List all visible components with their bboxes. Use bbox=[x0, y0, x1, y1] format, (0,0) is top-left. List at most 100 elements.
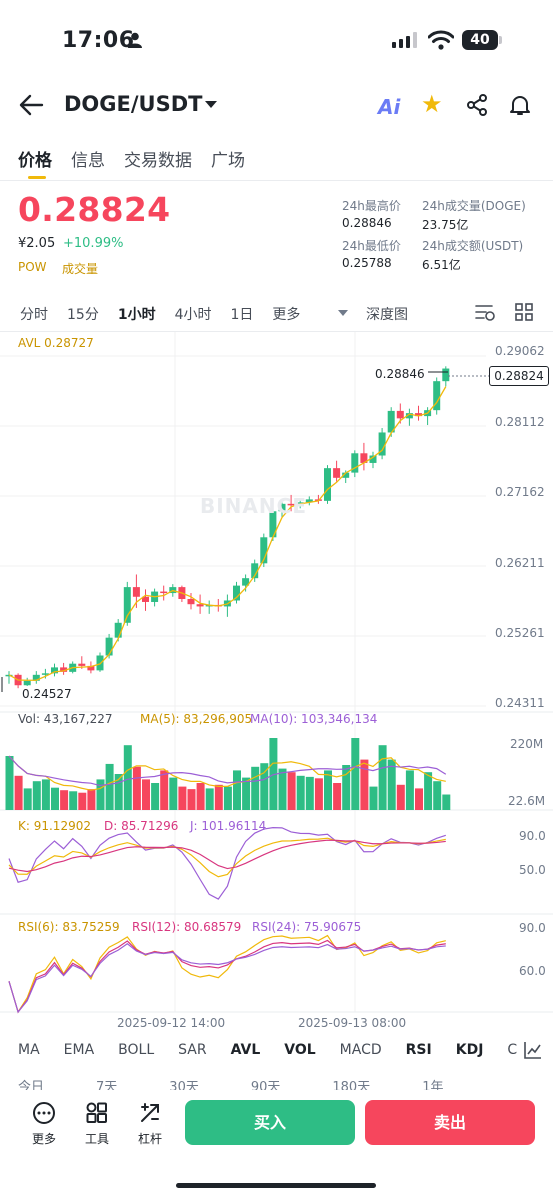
sell-button[interactable]: 卖出 bbox=[365, 1100, 535, 1145]
stat-volume-label: 24h成交量(DOGE) bbox=[422, 199, 526, 213]
interval-15m[interactable]: 15分 bbox=[67, 307, 99, 323]
tools-icon[interactable] bbox=[85, 1101, 109, 1125]
candle bbox=[305, 499, 313, 503]
buy-button[interactable]: 买入 bbox=[185, 1100, 355, 1145]
tab-trading-data[interactable]: 交易数据 bbox=[124, 151, 192, 171]
volume-bar bbox=[296, 775, 305, 810]
candle bbox=[269, 511, 277, 538]
tools-label[interactable]: 工具 bbox=[85, 1132, 110, 1146]
section-tabs: 价格 信息 交易数据 广场 bbox=[18, 146, 245, 171]
range-1y[interactable]: 1年 bbox=[422, 1080, 444, 1090]
indicator-ema[interactable]: EMA bbox=[63, 1042, 95, 1058]
indicator-boll[interactable]: BOLL bbox=[118, 1042, 155, 1058]
interval-1h[interactable]: 1小时 bbox=[117, 307, 156, 323]
divider bbox=[0, 331, 553, 332]
volume-bar bbox=[14, 775, 23, 810]
more-icon[interactable] bbox=[32, 1101, 56, 1125]
leverage-label[interactable]: 杠杆 bbox=[138, 1132, 163, 1146]
candle bbox=[23, 680, 31, 686]
indicator-more[interactable]: C bbox=[507, 1042, 518, 1058]
low-marker: 0.24527 bbox=[22, 687, 72, 701]
vol-value: Vol: 43,167,227 bbox=[18, 712, 113, 726]
volume-bar bbox=[269, 738, 278, 810]
divider bbox=[0, 180, 553, 181]
indicator-kdj[interactable]: KDJ bbox=[455, 1042, 484, 1058]
signal-icon bbox=[392, 32, 417, 48]
share-icon[interactable] bbox=[465, 93, 489, 117]
tab-underline bbox=[28, 176, 46, 179]
indicator-vol[interactable]: VOL bbox=[284, 1042, 316, 1058]
rsi-axis: 90.0 bbox=[519, 921, 546, 935]
candle bbox=[142, 596, 149, 602]
more-caret-icon[interactable] bbox=[338, 310, 348, 316]
volume-bar bbox=[369, 786, 378, 810]
candle bbox=[351, 453, 359, 473]
tag-pow[interactable]: POW bbox=[18, 260, 47, 274]
candle bbox=[78, 663, 86, 666]
range-today[interactable]: 今日 bbox=[18, 1080, 45, 1090]
current-price-box[interactable]: 0.28824 bbox=[489, 366, 549, 386]
tab-price[interactable]: 价格 bbox=[18, 151, 52, 171]
volume-bar bbox=[214, 784, 223, 810]
high-marker: 0.28846 bbox=[375, 367, 425, 381]
interval-more[interactable]: 更多 bbox=[272, 307, 301, 323]
range-180d[interactable]: 180天 bbox=[332, 1080, 371, 1090]
kline-chart[interactable] bbox=[0, 332, 553, 1016]
back-arrow-icon[interactable] bbox=[18, 93, 44, 117]
vol-ma10: MA(10): 103,346,134 bbox=[250, 712, 378, 726]
range-30d[interactable]: 30天 bbox=[169, 1080, 199, 1090]
last-price: 0.28824 bbox=[18, 190, 171, 229]
volume-bar bbox=[324, 770, 332, 810]
indicator-settings-icon[interactable] bbox=[523, 1040, 543, 1060]
volume-bar bbox=[424, 772, 433, 810]
tag-volume[interactable]: 成交量 bbox=[62, 262, 99, 276]
tab-info[interactable]: 信息 bbox=[71, 151, 105, 171]
battery-cap bbox=[499, 36, 502, 44]
volume-bar bbox=[360, 759, 369, 810]
tab-square[interactable]: 广场 bbox=[211, 151, 245, 171]
cny-price: ¥2.05 bbox=[18, 236, 56, 251]
bell-icon[interactable] bbox=[508, 93, 532, 117]
volume-bar bbox=[314, 778, 323, 810]
volume-bar bbox=[32, 781, 41, 810]
volume-bar bbox=[442, 794, 451, 810]
more-label[interactable]: 更多 bbox=[32, 1132, 57, 1146]
price-axis-label: 0.24311 bbox=[495, 696, 545, 710]
indicator-toggles: MA EMA BOLL SAR AVL VOL MACD RSI KDJ C bbox=[18, 1042, 541, 1058]
pair-title[interactable]: DOGE/USDT bbox=[64, 92, 203, 116]
indicator-rsi[interactable]: RSI bbox=[405, 1042, 432, 1058]
candle bbox=[242, 578, 250, 586]
layout-grid-icon[interactable] bbox=[514, 302, 534, 322]
indicator-sar[interactable]: SAR bbox=[178, 1042, 207, 1058]
leverage-icon[interactable] bbox=[138, 1101, 162, 1125]
volume-bar bbox=[305, 776, 314, 810]
chevron-down-icon[interactable] bbox=[205, 101, 217, 108]
interval-1d[interactable]: 1日 bbox=[230, 307, 254, 323]
range-90d[interactable]: 90天 bbox=[250, 1080, 281, 1090]
candle bbox=[260, 537, 268, 564]
volume-bar bbox=[187, 789, 196, 810]
range-7d[interactable]: 7天 bbox=[96, 1080, 118, 1090]
wifi-icon bbox=[428, 30, 454, 50]
candle bbox=[51, 667, 58, 674]
kdj-axis: 90.0 bbox=[519, 829, 546, 843]
indicator-macd[interactable]: MACD bbox=[339, 1042, 382, 1058]
vol-ma5: MA(5): 83,296,905 bbox=[140, 712, 253, 726]
person-icon bbox=[128, 32, 142, 48]
candle bbox=[187, 598, 195, 605]
depth-chart-tab[interactable]: 深度图 bbox=[366, 307, 408, 323]
star-icon[interactable]: ★ bbox=[421, 90, 443, 118]
price-change: +10.99% bbox=[63, 236, 124, 251]
ai-icon[interactable]: Ai bbox=[378, 95, 401, 119]
indicator-avl[interactable]: AVL bbox=[230, 1042, 261, 1058]
volume-bar bbox=[123, 745, 132, 810]
interval-4h[interactable]: 4小时 bbox=[174, 307, 212, 323]
vol-ma5-line bbox=[8, 755, 446, 791]
indicator-ma[interactable]: MA bbox=[18, 1042, 40, 1058]
stat-low-value: 0.25788 bbox=[342, 256, 392, 270]
candle bbox=[41, 673, 49, 675]
candle bbox=[415, 413, 422, 417]
interval-timeline[interactable]: 分时 bbox=[20, 307, 48, 323]
chart-settings-icon[interactable] bbox=[474, 302, 496, 322]
stat-turnover-value: 6.51亿 bbox=[422, 258, 461, 272]
